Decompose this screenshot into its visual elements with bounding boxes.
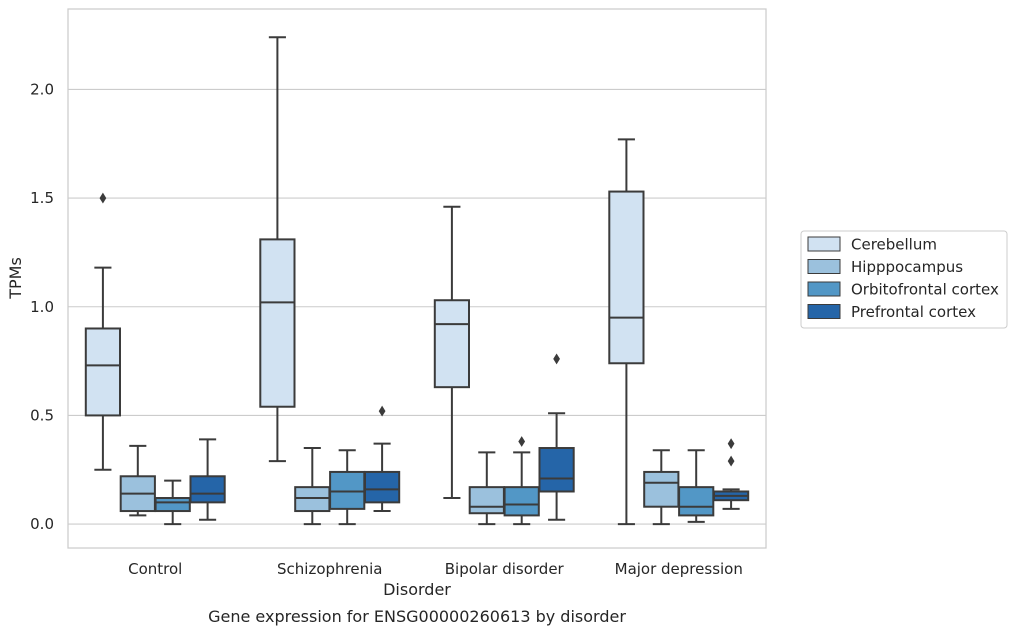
- legend-label: Hipppocampus: [851, 258, 963, 276]
- outlier-point: [727, 455, 735, 467]
- box: [329, 470, 366, 510]
- outlier-point: [553, 353, 560, 365]
- y-tick-label: 0.5: [30, 406, 54, 424]
- legend-swatch: [807, 259, 841, 274]
- y-axis-label: TPMs: [6, 257, 25, 300]
- box-group: [154, 479, 191, 526]
- box-group: [119, 444, 156, 517]
- box: [643, 470, 680, 508]
- box-plots: [84, 36, 750, 526]
- chart-caption: Gene expression for ENSG00000260613 by d…: [208, 607, 626, 626]
- y-tick-label: 1.0: [30, 298, 54, 316]
- box-group: [608, 138, 645, 526]
- box: [84, 327, 122, 417]
- box: [294, 486, 331, 513]
- box: [538, 447, 575, 493]
- box: [363, 470, 401, 504]
- grid-lines: [68, 88, 766, 525]
- plot-frame: [67, 8, 767, 549]
- legend-swatch: [807, 304, 841, 319]
- box: [503, 486, 540, 517]
- x-tick-label: Major depression: [615, 560, 743, 578]
- box: [259, 238, 296, 408]
- y-tick-label: 1.5: [30, 189, 54, 207]
- box: [189, 475, 226, 504]
- box-group: [468, 451, 505, 526]
- box: [678, 486, 715, 517]
- x-tick-label: Control: [128, 560, 182, 578]
- y-tick-label: 0.0: [30, 515, 54, 533]
- box-group: [538, 353, 575, 521]
- box: [154, 497, 191, 513]
- outlier-point: [99, 192, 107, 204]
- x-tick-labels: Control Schizophrenia Bipolar disorder Majo…: [128, 560, 743, 578]
- outlier-point: [518, 436, 526, 447]
- legend-swatch: [807, 236, 841, 252]
- box-group: [503, 436, 540, 526]
- x-tick-label: Bipolar disorder: [445, 560, 565, 578]
- legend: Cerebellum Hipppocampus Orbitofrontal cort…: [800, 230, 1008, 329]
- box-group: [712, 438, 750, 510]
- box-group: [84, 192, 122, 471]
- box-group: [678, 449, 715, 523]
- legend-frame: [800, 230, 1008, 329]
- legend-label: Prefrontal cortex: [851, 303, 976, 321]
- box: [468, 486, 505, 515]
- box: [608, 190, 645, 365]
- box-group: [189, 438, 226, 521]
- x-axis-label: Disorder: [383, 580, 451, 599]
- legend-label: Orbitofrontal cortex: [851, 281, 999, 299]
- box-group: [259, 36, 296, 463]
- x-tick-label: Schizophrenia: [277, 560, 382, 578]
- box: [433, 299, 471, 389]
- box-group: [294, 447, 331, 526]
- box-group: [363, 405, 401, 513]
- box-group: [329, 449, 366, 526]
- legend-label: Cerebellum: [851, 236, 937, 254]
- box-group: [433, 205, 471, 500]
- y-tick-label: 2.0: [30, 80, 54, 98]
- legend-swatch: [807, 281, 841, 297]
- outlier-point: [378, 405, 386, 417]
- box-group: [643, 449, 680, 526]
- y-tick-labels: 0.0 0.5 1.0 1.5 2.0: [30, 80, 54, 533]
- outlier-point: [727, 438, 735, 450]
